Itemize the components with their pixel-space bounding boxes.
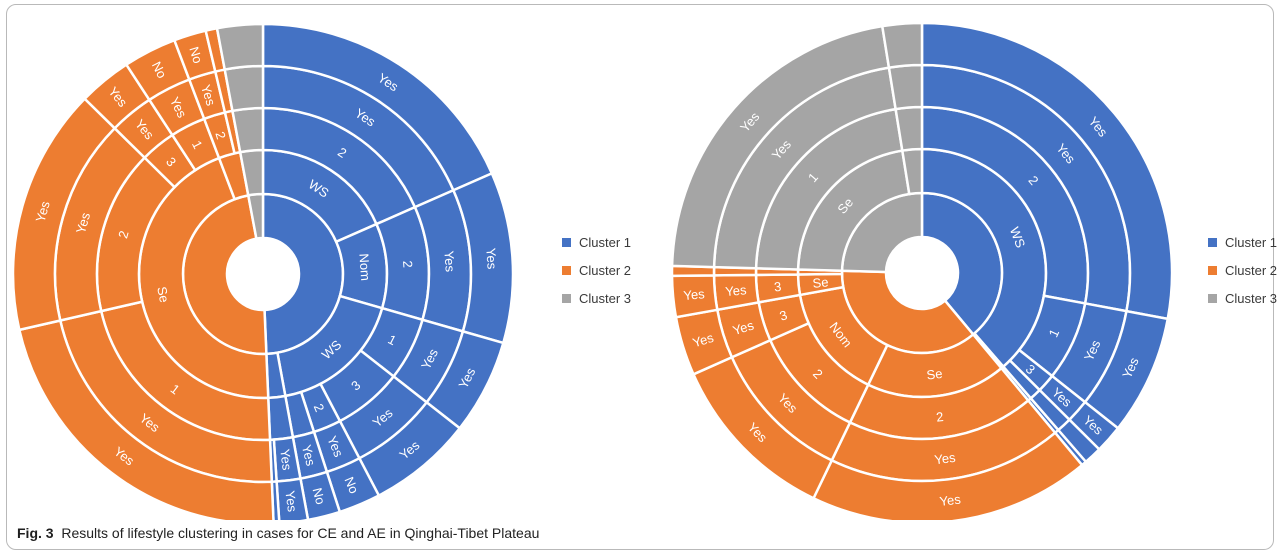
sunburst-segment-label: Se — [926, 366, 944, 383]
sunburst-segment-label: Yes — [198, 83, 219, 108]
legend-ce: Cluster 1 Cluster 2 Cluster 3 — [562, 228, 631, 312]
sunburst-segment-label: 2 — [115, 229, 131, 240]
sunburst-segment-label: 3 — [778, 307, 789, 323]
legend-swatch — [562, 265, 571, 275]
legend-label: Cluster 2 — [579, 262, 632, 278]
sunburst-segment-label: Yes — [299, 443, 319, 468]
sunburst-segment-label: No — [310, 486, 329, 506]
legend-item: Cluster 1 — [1208, 228, 1277, 256]
legend-swatch — [1208, 237, 1217, 247]
sunburst-segment — [215, 22, 265, 72]
sunburst-chart-ce: WSNomWSSe2213212312YesYesYesYesYesYesYes… — [11, 22, 515, 520]
sunburst-segment-label: Se — [812, 274, 829, 290]
sunburst-segment-label: Yes — [725, 282, 748, 299]
figure-label: Fig. 3 — [17, 525, 54, 541]
legend-ae: Cluster 1 Cluster 2 Cluster 3 — [1208, 228, 1277, 312]
legend-item: Cluster 2 — [1208, 256, 1277, 284]
legend-label: Cluster 2 — [1225, 262, 1278, 278]
legend-item: Cluster 3 — [1208, 284, 1277, 312]
sunburst-chart-ae: WSSeNomSeSe21322331YesYesYesYesYesYesYes… — [670, 21, 1174, 520]
sunburst-segment-label: 2 — [400, 260, 415, 268]
sunburst-segment-label: No — [341, 475, 361, 496]
sunburst-segment-label: Yes — [33, 199, 53, 224]
legend-swatch — [562, 237, 571, 247]
sunburst-segment-label: Yes — [939, 491, 962, 509]
sunburst-segment-label: Yes — [731, 317, 756, 338]
legend-label: Cluster 3 — [1225, 290, 1278, 306]
sunburst-segment-label: 2 — [935, 409, 944, 425]
sunburst-segment — [887, 63, 924, 111]
legend-label: Cluster 3 — [579, 290, 632, 306]
legend-label: Cluster 1 — [579, 234, 632, 250]
sunburst-segment-label: Yes — [691, 330, 716, 351]
sunburst-segment-label: Nom — [356, 253, 373, 281]
sunburst-segment-label: 3 — [773, 279, 782, 295]
figure-caption: Fig. 3 Results of lifestyle clustering i… — [17, 525, 539, 541]
legend-swatch — [1208, 293, 1217, 303]
sunburst-segment — [223, 64, 265, 113]
figure-frame — [6, 4, 1274, 550]
sunburst-segment-label: WS — [1007, 225, 1028, 250]
sunburst-segment-label: Yes — [933, 450, 956, 468]
legend-item: Cluster 2 — [562, 256, 631, 284]
sunburst-segment-label: Yes — [73, 210, 93, 235]
sunburst-segment — [880, 21, 924, 70]
sunburst-segment-label: Yes — [683, 286, 706, 303]
legend-swatch — [1208, 265, 1217, 275]
legend-item: Cluster 3 — [562, 284, 631, 312]
legend-label: Cluster 1 — [1225, 234, 1278, 250]
sunburst-segment-label: No — [149, 59, 170, 81]
sunburst-segment-label: No — [186, 45, 205, 65]
sunburst-segment-label: Yes — [277, 448, 295, 471]
legend-item: Cluster 1 — [562, 228, 631, 256]
sunburst-segment-label: Yes — [282, 490, 300, 513]
legend-swatch — [562, 293, 571, 303]
sunburst-segment-label: Yes — [483, 247, 499, 270]
sunburst-segment-label: 2 — [212, 130, 228, 141]
sunburst-segment-label: Yes — [441, 250, 457, 273]
sunburst-segment-label: Se — [154, 285, 172, 304]
caption-text: Results of lifestyle clustering in cases… — [61, 525, 540, 541]
